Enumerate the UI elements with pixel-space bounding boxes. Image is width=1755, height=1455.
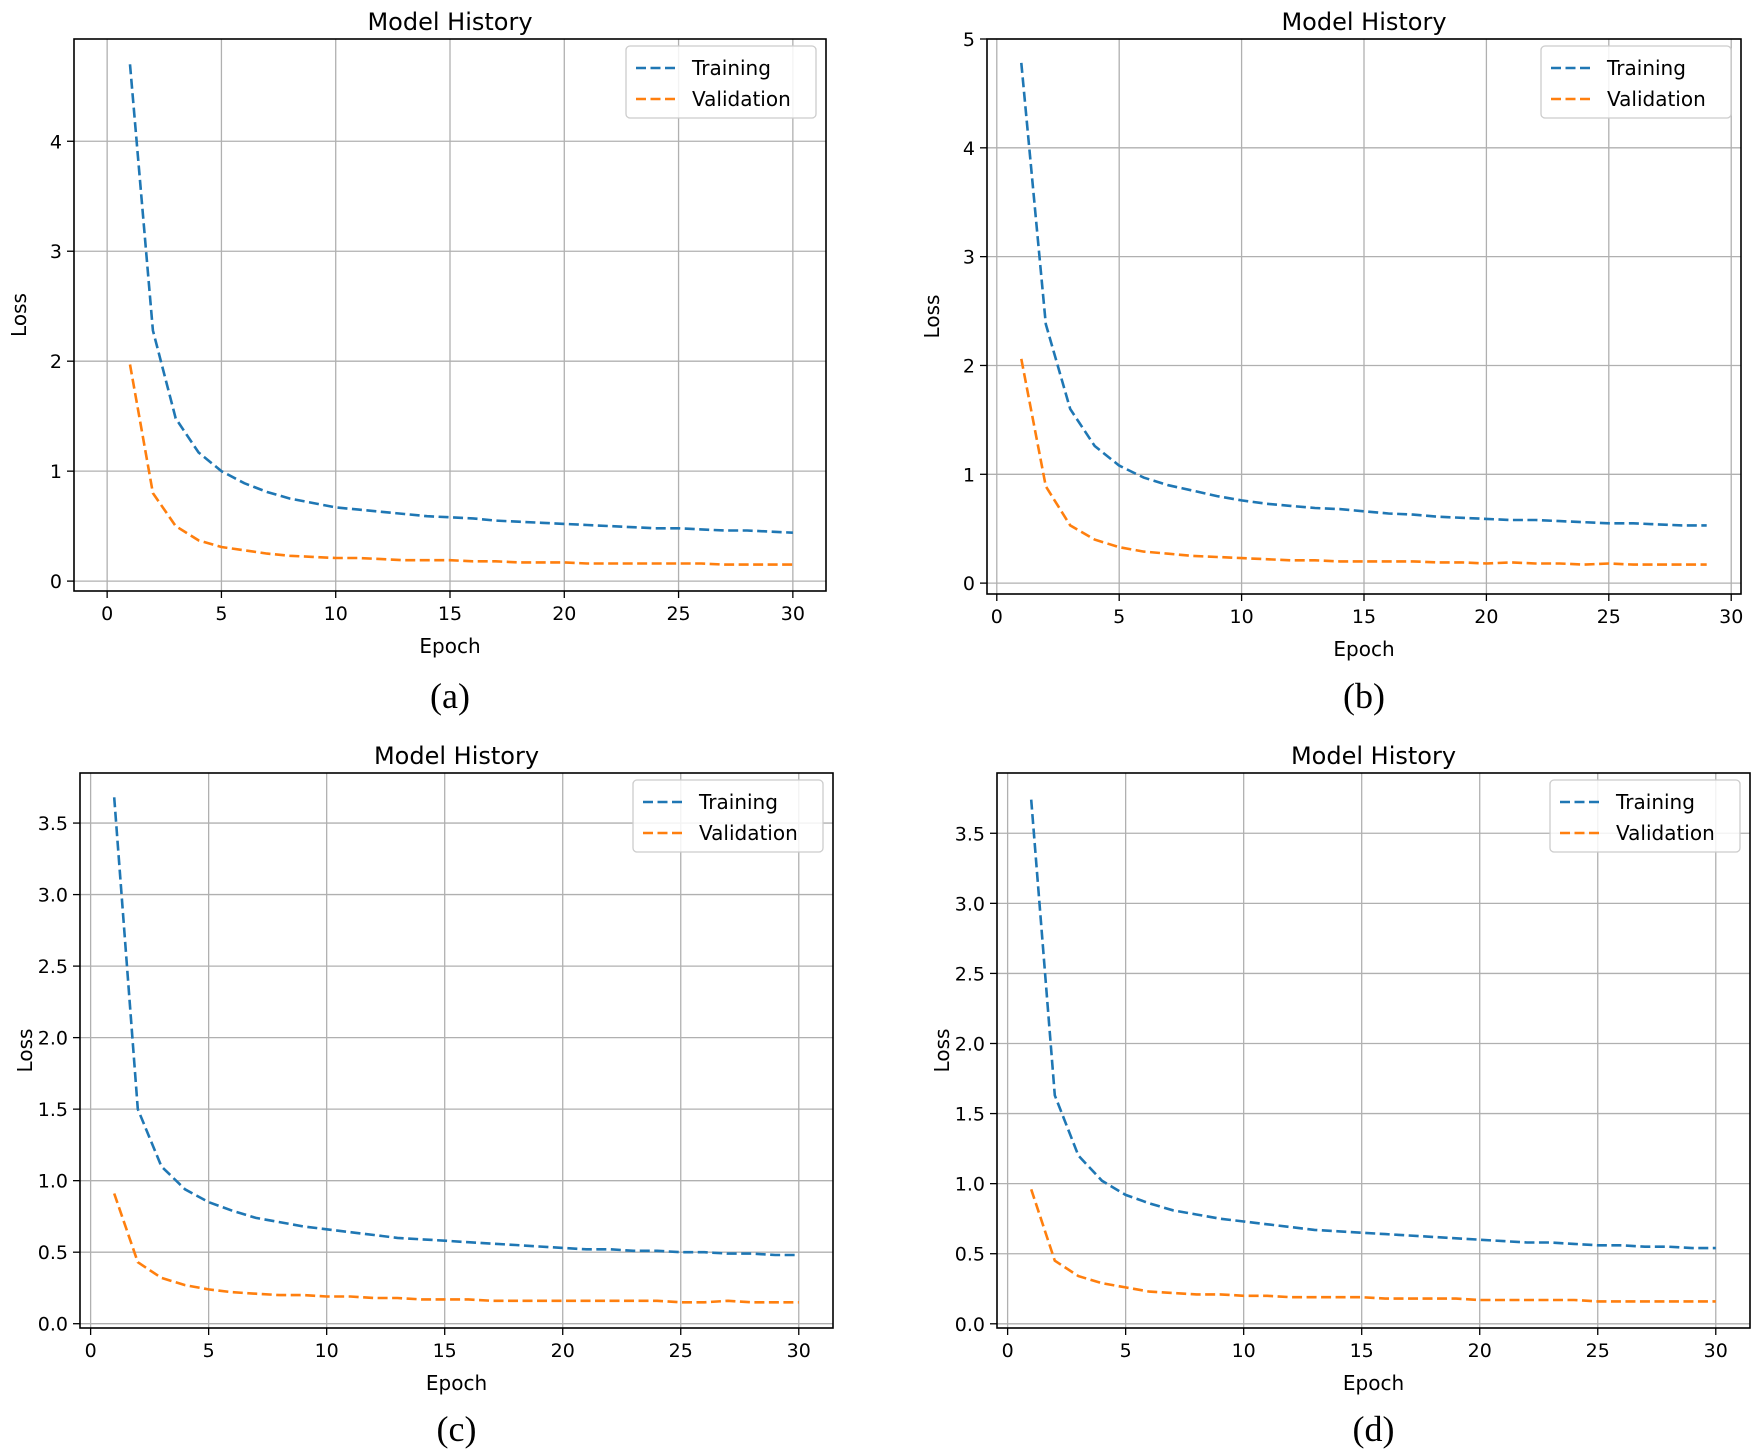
x-tick-label: 30 bbox=[1704, 1340, 1728, 1362]
x-tick-label: 15 bbox=[1350, 1340, 1374, 1362]
x-axis-label: Epoch bbox=[426, 1371, 487, 1395]
y-axis-label: Loss bbox=[13, 1029, 37, 1073]
legend-label: Validation bbox=[1607, 87, 1706, 111]
training-loss-line bbox=[128, 64, 793, 534]
chart-title: Model History bbox=[367, 8, 532, 36]
y-tick-label: 4 bbox=[50, 131, 62, 153]
validation-loss-line bbox=[128, 364, 793, 566]
x-tick-label: 20 bbox=[551, 1340, 575, 1362]
x-tick-label: 10 bbox=[1232, 1340, 1256, 1362]
x-tick-label: 0 bbox=[991, 606, 1003, 628]
y-tick-label: 3 bbox=[50, 241, 62, 263]
legend: Training Validation bbox=[632, 779, 824, 853]
y-tick-label: 1 bbox=[50, 461, 62, 483]
chart-title: Model History bbox=[1281, 8, 1446, 36]
y-axis-label: Loss bbox=[930, 1029, 954, 1073]
validation-loss-line bbox=[1029, 1188, 1716, 1303]
y-tick-label: 0.0 bbox=[955, 1314, 985, 1336]
legend-label: Training bbox=[1615, 790, 1695, 814]
x-tick-label: 15 bbox=[438, 603, 462, 625]
x-tick-label: 30 bbox=[781, 603, 805, 625]
y-tick-label: 5 bbox=[963, 29, 975, 51]
x-tick-label: 20 bbox=[552, 603, 576, 625]
x-tick-label: 10 bbox=[324, 603, 348, 625]
y-tick-label: 2 bbox=[50, 351, 62, 373]
x-axis-label: Epoch bbox=[419, 634, 480, 658]
y-tick-label: 1.5 bbox=[955, 1104, 985, 1126]
x-tick-label: 30 bbox=[787, 1340, 811, 1362]
x-tick-label: 5 bbox=[215, 603, 227, 625]
x-tick-label: 0 bbox=[101, 603, 113, 625]
legend: Training Validation bbox=[625, 45, 817, 119]
y-tick-label: 3.5 bbox=[38, 813, 68, 835]
legend: Training Validation bbox=[1549, 779, 1741, 853]
x-tick-label: 0 bbox=[1002, 1340, 1014, 1362]
x-tick-label: 5 bbox=[203, 1340, 215, 1362]
chart-panel: 0 5 10 15 20 25 30 0.0 0.5 1.0 1.5 2.0 2.5 3.0 3.5 Mode… bbox=[930, 742, 1751, 1449]
legend-label: Validation bbox=[692, 87, 791, 111]
panel-label: (b) bbox=[1343, 676, 1385, 716]
training-loss-line bbox=[1020, 62, 1707, 527]
legend-label: Training bbox=[1606, 56, 1686, 80]
chart-panel: 0 5 10 15 20 25 30 0.0 0.5 1.0 1.5 2.0 2.5 3.0 3.5 Mode… bbox=[13, 742, 834, 1449]
y-tick-label: 3 bbox=[963, 247, 975, 269]
x-tick-label: 25 bbox=[1586, 1340, 1610, 1362]
y-tick-label: 0 bbox=[963, 573, 975, 595]
chart-title: Model History bbox=[1291, 742, 1456, 770]
y-tick-label: 0 bbox=[50, 571, 62, 593]
x-tick-label: 10 bbox=[315, 1340, 339, 1362]
x-axis-label: Epoch bbox=[1343, 1371, 1404, 1395]
y-tick-label: 0.0 bbox=[38, 1314, 68, 1336]
y-tick-label: 1.5 bbox=[38, 1099, 68, 1121]
x-tick-label: 25 bbox=[669, 1340, 693, 1362]
y-axis-label: Loss bbox=[7, 293, 31, 337]
validation-loss-line bbox=[1020, 358, 1707, 566]
y-tick-label: 1.0 bbox=[955, 1174, 985, 1196]
legend: Training Validation bbox=[1540, 45, 1732, 119]
chart-panel: 0 5 10 15 20 25 30 0 1 2 3 4 Model History Epoch Loss T… bbox=[7, 8, 827, 716]
x-tick-label: 25 bbox=[1597, 606, 1621, 628]
y-tick-label: 3.0 bbox=[955, 893, 985, 915]
y-tick-label: 1.0 bbox=[38, 1171, 68, 1193]
x-tick-label: 10 bbox=[1230, 606, 1254, 628]
y-tick-label: 2.0 bbox=[38, 1028, 68, 1050]
y-tick-label: 2.0 bbox=[955, 1033, 985, 1055]
y-tick-label: 0.5 bbox=[38, 1242, 68, 1264]
panel-label: (c) bbox=[437, 1409, 477, 1449]
panel-label: (a) bbox=[430, 676, 470, 716]
legend-label: Validation bbox=[699, 821, 798, 845]
x-tick-label: 30 bbox=[1719, 606, 1743, 628]
y-tick-label: 2.5 bbox=[38, 956, 68, 978]
y-tick-label: 1 bbox=[963, 464, 975, 486]
panel-label: (d) bbox=[1353, 1409, 1395, 1449]
y-tick-label: 2.5 bbox=[955, 963, 985, 985]
x-tick-label: 20 bbox=[1468, 1340, 1492, 1362]
validation-loss-line bbox=[112, 1193, 799, 1304]
x-tick-label: 20 bbox=[1474, 606, 1498, 628]
chart-title: Model History bbox=[374, 742, 539, 770]
x-axis-label: Epoch bbox=[1333, 637, 1394, 661]
y-tick-label: 4 bbox=[963, 138, 975, 160]
x-tick-label: 15 bbox=[1352, 606, 1376, 628]
chart-panel: 0 5 10 15 20 25 30 0 1 2 3 4 5 Model History Epoch Loss… bbox=[920, 8, 1743, 716]
x-tick-label: 5 bbox=[1120, 1340, 1132, 1362]
y-tick-label: 2 bbox=[963, 355, 975, 377]
plot-frame bbox=[996, 772, 1751, 1329]
y-tick-label: 3.5 bbox=[955, 823, 985, 845]
x-tick-label: 0 bbox=[85, 1340, 97, 1362]
x-tick-label: 5 bbox=[1113, 606, 1125, 628]
y-tick-label: 3.0 bbox=[38, 885, 68, 907]
training-loss-line bbox=[112, 797, 799, 1257]
legend-label: Validation bbox=[1616, 821, 1715, 845]
legend-label: Training bbox=[691, 56, 771, 80]
legend-label: Training bbox=[698, 790, 778, 814]
training-loss-line bbox=[1029, 799, 1716, 1250]
plot-frame bbox=[79, 772, 834, 1329]
x-tick-label: 15 bbox=[433, 1340, 457, 1362]
x-tick-label: 25 bbox=[666, 603, 690, 625]
y-axis-label: Loss bbox=[920, 295, 944, 339]
y-tick-label: 0.5 bbox=[955, 1244, 985, 1266]
